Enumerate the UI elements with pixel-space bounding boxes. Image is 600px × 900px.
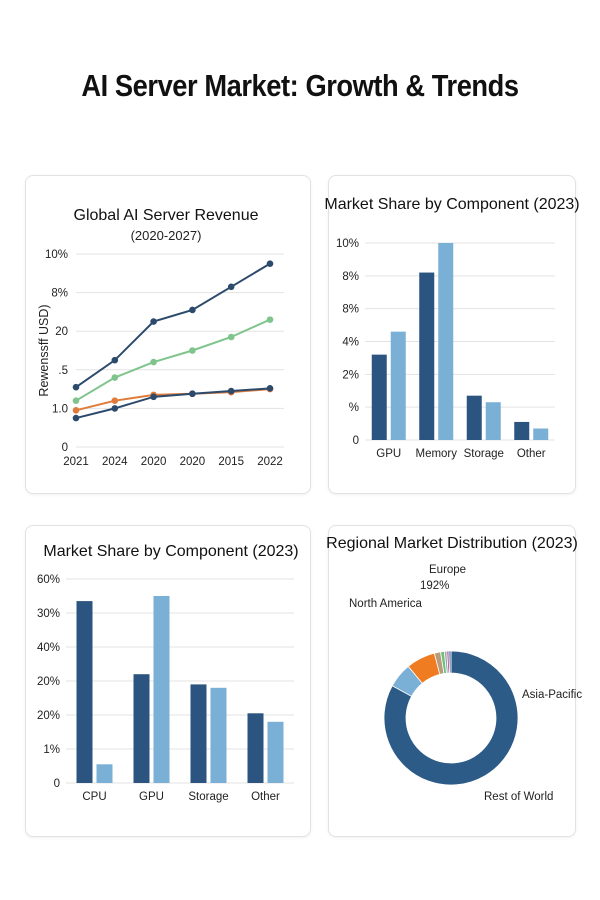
data-point [227, 387, 235, 395]
component-bar-chart-b-card: Market Share by Component (2023) 0 1% 20% 20… [25, 525, 311, 837]
x-tick-label: Memory [415, 448, 457, 460]
y-tick-label: 0 [353, 435, 359, 447]
bar-cpu-light [96, 764, 113, 783]
y-tick-label: 8% [51, 288, 68, 300]
y-tick-label: 0 [62, 442, 68, 454]
data-point [72, 407, 80, 414]
slice-label-asia-pacific: Asia-Pacific [522, 689, 582, 701]
y-tick-label: 4% [342, 337, 359, 349]
chart-title: Market Share by Component (2023) [43, 543, 298, 560]
component-bar-chart-b: Market Share by Component (2023) 0 1% 20% 20… [37, 543, 299, 803]
x-tick-label: 2015 [218, 456, 244, 468]
chart-title: Regional Market Distribution (2023) [326, 535, 578, 552]
y-tick-label: .5 [58, 365, 68, 377]
revenue-line-chart-card: Global AI Server Revenue (2020-2027) 0 1.0.… [25, 175, 311, 494]
x-tick-label: Other [251, 791, 280, 803]
bar-storage-dark [466, 395, 482, 440]
bar-other-light [267, 721, 284, 783]
data-point [150, 318, 157, 325]
chart-title: Market Share by Component (2023) [324, 196, 579, 213]
data-point [111, 397, 119, 404]
x-tick-label: Storage [464, 448, 504, 460]
bar-storage-dark [190, 684, 207, 783]
series-line-series-2 [75, 318, 271, 402]
bar-storage-light [485, 402, 501, 440]
x-tick-label: 2024 [102, 456, 128, 468]
x-tick-label: Storage [188, 791, 228, 803]
bar-cpu-dark [76, 601, 93, 783]
data-point [150, 393, 157, 401]
y-tick-label: 60% [37, 574, 60, 586]
bar-other-dark [247, 713, 264, 783]
y-tick-label: 1% [43, 744, 60, 756]
donut-slice-blue [448, 650, 452, 674]
series-line-series-3 [75, 388, 271, 412]
x-tick-label: CPU [82, 791, 106, 803]
slice-annotation: 192% [420, 580, 449, 592]
bar-memory-dark [419, 272, 435, 440]
slice-label-north-america: North America [349, 598, 422, 610]
data-point [266, 385, 274, 392]
data-point [72, 397, 80, 404]
bar-gpu-dark [133, 674, 150, 783]
regional-donut-chart-card: Regional Market Distribution (2023) Asia-… [326, 525, 582, 837]
bar-gpu-light [153, 596, 170, 783]
data-point [111, 405, 119, 412]
component-bar-chart-a: Market Share by Component (2023) 0% 2% 4% 8%… [324, 196, 579, 460]
x-tick-label: 2020 [180, 456, 206, 468]
bar-storage-light [210, 687, 227, 783]
y-tick-label: 2% [342, 369, 359, 381]
revenue-line-chart: Global AI Server Revenue (2020-2027) 0 1.0.… [37, 207, 284, 468]
chart-title: Global AI Server Revenue [74, 207, 259, 224]
bar-gpu-dark [371, 354, 387, 440]
bar-memory-light [438, 243, 454, 440]
data-point [111, 356, 119, 364]
y-tick-label: 0 [54, 778, 60, 790]
y-tick-label: 10% [336, 238, 359, 250]
component-bar-chart-a-card: Market Share by Component (2023) 0% 2% 4% 8%… [324, 175, 580, 494]
y-tick-label: 20 [55, 326, 68, 338]
data-point [189, 306, 196, 314]
x-tick-label: GPU [376, 448, 401, 460]
y-tick-label: 20% [37, 676, 60, 688]
series-line-series-4 [75, 387, 271, 420]
data-point [266, 260, 274, 267]
y-axis-label: Rewenssff USD) [37, 304, 51, 396]
x-tick-label: 2022 [257, 456, 283, 468]
slice-label-rest-of-world: Rest of World [484, 791, 553, 803]
bar-gpu-light [390, 331, 406, 440]
data-point [227, 283, 235, 291]
y-tick-label: 10% [45, 249, 68, 261]
y-tick-label: 30% [37, 608, 60, 620]
y-tick-label: 1.0 [52, 403, 68, 415]
x-tick-label: 2021 [63, 456, 89, 468]
y-tick-label: % [349, 402, 359, 414]
data-point [111, 374, 119, 381]
chart-subtitle: (2020-2027) [131, 228, 202, 243]
series-line-series-1 [75, 262, 271, 388]
x-tick-label: Other [517, 448, 546, 460]
bar-other-light [533, 428, 549, 440]
donut-slice-asia-pacific [383, 650, 519, 786]
data-point [72, 383, 80, 391]
slice-label-europe: Europe [429, 564, 466, 576]
y-tick-label: 8% [342, 304, 359, 316]
data-point [72, 414, 80, 422]
data-point [150, 358, 157, 366]
data-point [266, 316, 274, 323]
data-point [189, 390, 196, 398]
bar-other-dark [514, 421, 530, 440]
y-tick-label: 20% [37, 710, 60, 722]
y-tick-label: 40% [37, 642, 60, 654]
x-tick-label: GPU [139, 791, 164, 803]
data-point [189, 347, 196, 354]
x-tick-label: 2020 [141, 456, 167, 468]
data-point [227, 333, 235, 341]
y-tick-label: 8% [342, 271, 359, 283]
page-title: AI Server Market: Growth & Trends [81, 68, 519, 103]
regional-donut-chart: Regional Market Distribution (2023) Asia-… [326, 535, 582, 803]
